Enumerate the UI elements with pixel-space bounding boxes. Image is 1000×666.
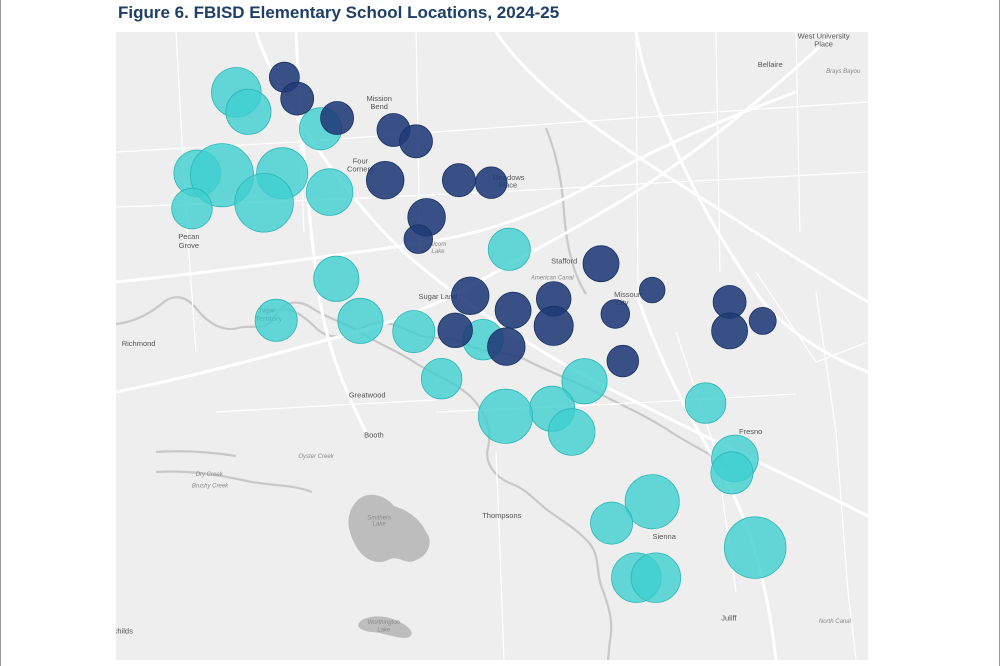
map-frame[interactable]: Mission Bend Four Corners Meadows Place Pecan G… [116, 32, 868, 660]
school-marker-navy[interactable] [475, 166, 508, 199]
place-label: rchilds [116, 627, 133, 636]
school-marker-teal[interactable] [477, 388, 533, 444]
water-label: Lake [377, 628, 391, 634]
water-label: Lake [373, 522, 387, 528]
highway-90a [116, 90, 797, 284]
dry-creek [155, 450, 237, 458]
water-label: American Canal [530, 275, 574, 281]
place-label: West University [798, 32, 850, 40]
place-label: Greatwood [349, 391, 386, 400]
water-label: Alcorn [428, 242, 447, 248]
school-marker-teal[interactable] [561, 358, 608, 405]
beltway-8 [634, 32, 868, 374]
place-label: Richmond [122, 339, 156, 348]
smithers-lake [348, 494, 430, 563]
school-marker-teal[interactable] [305, 168, 354, 216]
brazos-river [116, 296, 613, 660]
school-marker-navy[interactable] [441, 163, 476, 198]
place-label: Thompsons [482, 511, 521, 520]
school-marker-navy[interactable] [711, 312, 748, 350]
east-creek [544, 127, 587, 295]
water-label: Dry Creek [196, 472, 224, 478]
school-marker-teal[interactable] [234, 173, 294, 233]
place-label: Sienna [653, 532, 677, 541]
water-features [348, 494, 430, 638]
place-label: Bellaire [758, 60, 783, 69]
page-edge-left [0, 0, 1, 666]
school-marker-navy[interactable] [606, 344, 640, 378]
school-marker-navy[interactable] [582, 245, 620, 283]
school-marker-navy[interactable] [639, 276, 666, 304]
school-marker-teal[interactable] [392, 310, 436, 354]
water-label: Lake [431, 249, 445, 255]
water-label: Brushy Creek [192, 483, 229, 489]
place-label: Place [814, 39, 833, 48]
school-marker-navy[interactable] [748, 306, 777, 335]
place-label: Sugar Land [419, 292, 458, 301]
school-marker-teal[interactable] [487, 227, 531, 271]
place-label: Fresno [739, 427, 762, 436]
place-label: Pecan [178, 232, 199, 241]
school-marker-teal[interactable] [171, 187, 213, 230]
water-label: North Canal [819, 619, 852, 625]
school-marker-teal[interactable] [684, 382, 727, 424]
school-marker-navy[interactable] [494, 291, 532, 329]
place-label: Stafford [551, 257, 577, 266]
school-marker-teal[interactable] [254, 298, 298, 342]
place-label: Booth [364, 431, 384, 440]
school-marker-teal[interactable] [225, 88, 272, 135]
school-marker-teal[interactable] [624, 474, 680, 530]
school-marker-navy[interactable] [280, 81, 315, 116]
school-marker-teal[interactable] [548, 408, 596, 456]
figure-title: Figure 6. FBISD Elementary School Locati… [118, 3, 560, 22]
school-marker-teal[interactable] [630, 552, 682, 603]
place-label: Place [498, 181, 517, 190]
school-marker-teal[interactable] [590, 501, 634, 545]
school-marker-teal[interactable] [337, 297, 384, 344]
highway-90-northeast [494, 32, 868, 304]
brushy-creek [155, 470, 313, 494]
water-label: Oyster Creek [298, 454, 334, 460]
school-marker-teal[interactable] [313, 255, 360, 302]
road-grid-14 [215, 399, 437, 413]
place-label: Bend [370, 102, 388, 111]
school-marker-teal[interactable] [724, 516, 787, 579]
water-label: Smithers [367, 515, 391, 521]
school-marker-navy[interactable] [437, 312, 473, 348]
road-grid-11 [815, 291, 857, 660]
school-marker-teal[interactable] [710, 451, 754, 495]
road-grid-12 [495, 451, 505, 660]
school-marker-navy[interactable] [403, 224, 434, 254]
road-grid-1 [116, 101, 868, 153]
road-grid-8 [795, 32, 801, 233]
place-label: Corners [347, 164, 374, 173]
rivers [116, 127, 729, 660]
road-grid-6 [635, 32, 639, 293]
place-label: Juliff [721, 613, 737, 622]
school-marker-navy[interactable] [487, 327, 526, 366]
road-grid-13 [755, 271, 868, 363]
highway-59 [116, 32, 838, 394]
water-label: Worthington [368, 620, 401, 626]
school-marker-teal[interactable] [420, 358, 463, 400]
school-marker-navy[interactable] [366, 160, 405, 200]
school-marker-navy[interactable] [533, 305, 574, 346]
place-label: Missouri [614, 290, 642, 299]
school-marker-navy[interactable] [320, 101, 355, 135]
school-marker-navy[interactable] [600, 299, 631, 329]
worthington-lake [358, 616, 412, 638]
place-label: Mission [366, 94, 391, 103]
basemap: MissionBendFourCornersMeadowsPlacePecanG… [116, 32, 868, 660]
place-label: Four [353, 156, 369, 165]
place-label: Grove [179, 241, 199, 250]
place-label: Meadows [492, 173, 524, 182]
school-marker-navy[interactable] [399, 124, 433, 159]
school-marker-navy[interactable] [451, 276, 490, 315]
water-label: Brays Bayou [826, 69, 861, 75]
school-markers [171, 61, 787, 603]
